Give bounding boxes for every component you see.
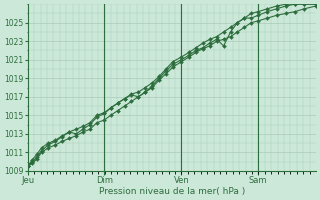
X-axis label: Pression niveau de la mer( hPa ): Pression niveau de la mer( hPa )	[99, 187, 245, 196]
